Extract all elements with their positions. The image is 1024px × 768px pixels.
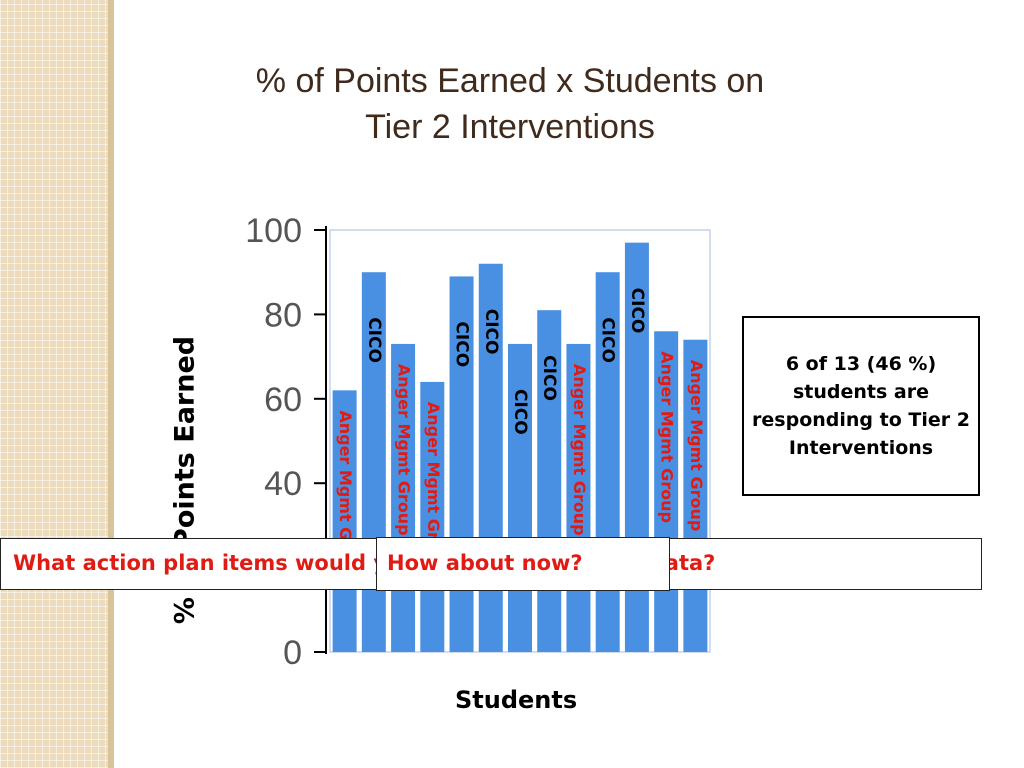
y-tick-label: 60 xyxy=(264,381,302,419)
y-tick-label: 40 xyxy=(264,465,302,503)
bar-labels: Anger Mgmt Group CICO Anger Mgmt Group Ange… xyxy=(336,288,706,582)
slide-title-line-2: Tier 2 Interventions xyxy=(365,108,655,146)
response-rate-text: 6 of 13 (46 %) students are responding t… xyxy=(752,353,970,459)
bar xyxy=(566,343,591,652)
decorative-side-stripe xyxy=(0,0,114,768)
bar xyxy=(683,339,708,652)
y-axis: 020406080100 xyxy=(245,212,327,672)
x-axis-label: Students xyxy=(455,686,578,714)
bar-label-cico: CICO xyxy=(539,355,559,401)
bar xyxy=(508,343,532,652)
bar xyxy=(391,343,416,652)
y-tick-label: 0 xyxy=(283,634,302,672)
bar-label-anger-mgmt: Anger Mgmt Group xyxy=(395,364,414,536)
bar-label-anger-mgmt: Anger Mgmt Group xyxy=(570,364,589,536)
bar-label-anger-mgmt: Anger Mgmt Group xyxy=(687,360,706,532)
bar-label-cico: CICO xyxy=(364,317,384,363)
bar-label-anger-mgmt: Anger Mgmt Group xyxy=(658,351,677,523)
bar-label-cico: CICO xyxy=(598,317,618,363)
response-rate-callout: 6 of 13 (46 %) students are responding t… xyxy=(742,316,980,496)
y-tick-label: 80 xyxy=(264,296,302,334)
bar-label-cico: CICO xyxy=(452,321,472,367)
bar-label-cico: CICO xyxy=(510,389,530,435)
bar xyxy=(332,390,357,652)
bar-label-cico: CICO xyxy=(481,309,501,355)
bar xyxy=(654,331,679,652)
bar-label-anger-mgmt: Anger Mgmt Group xyxy=(424,402,443,574)
slide-title: % of Points Earned x Students on Tier 2 … xyxy=(150,58,870,150)
side-stripe-edge xyxy=(108,0,114,768)
y-tick-label: 100 xyxy=(245,212,302,250)
slide-title-line-1: % of Points Earned x Students on xyxy=(255,62,765,100)
bar xyxy=(420,381,445,652)
how-about-now-box: How about now? xyxy=(376,537,670,591)
bar-label-cico: CICO xyxy=(627,288,647,334)
bar xyxy=(537,310,562,652)
